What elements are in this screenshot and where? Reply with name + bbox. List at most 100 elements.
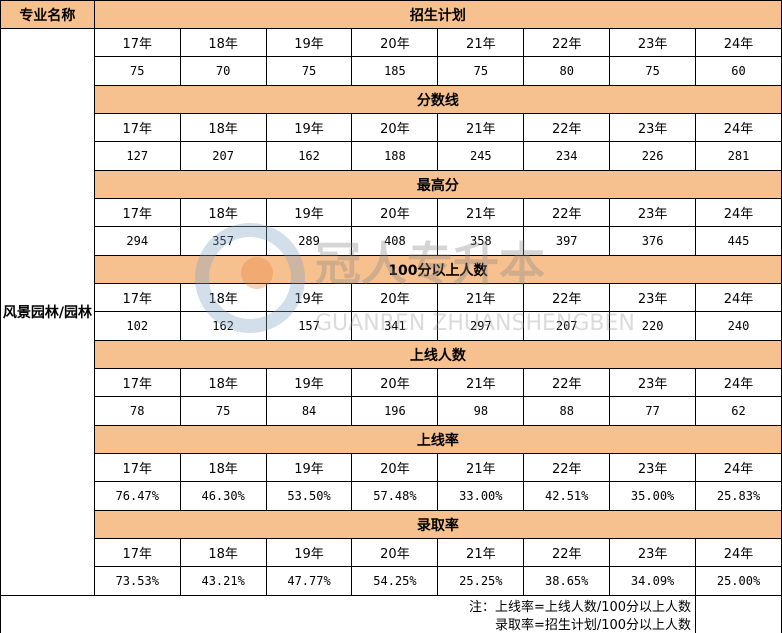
section-header-row: 100分以上人数 bbox=[1, 255, 782, 284]
section-title: 上线率 bbox=[93, 425, 782, 454]
year-cell: 20年 bbox=[351, 368, 439, 397]
value-cell: 62 bbox=[695, 396, 782, 426]
section-header-row: 上线人数 bbox=[1, 340, 782, 369]
year-cell: 19年 bbox=[265, 113, 353, 142]
year-row: 风景园林/园林 17年 18年 19年 20年 21年 22年 23年 24年 bbox=[0, 28, 782, 596]
value-cell: 289 bbox=[265, 226, 353, 256]
year-cell: 19年 bbox=[265, 198, 353, 227]
section-title: 100分以上人数 bbox=[93, 255, 782, 284]
year-cell: 20年 bbox=[351, 113, 439, 142]
year-cell: 17年 bbox=[93, 113, 181, 142]
year-row: 17年 18年 19年 20年 21年 22年 23年 24年 bbox=[1, 283, 782, 312]
year-cell: 17年 bbox=[93, 538, 181, 567]
year-cell: 23年 bbox=[609, 283, 697, 312]
year-cell: 24年 bbox=[695, 453, 782, 482]
value-cell: 84 bbox=[265, 396, 353, 426]
year-cell: 17年 bbox=[93, 198, 181, 227]
value-row: 294 357 289 408 358 397 376 445 bbox=[1, 226, 782, 256]
year-cell: 23年 bbox=[609, 28, 697, 57]
value-cell: 43.21% bbox=[179, 566, 267, 596]
section-header-row: 最高分 bbox=[1, 170, 782, 199]
value-cell: 80 bbox=[523, 56, 611, 86]
value-cell: 35.00% bbox=[609, 481, 697, 511]
value-cell: 53.50% bbox=[265, 481, 353, 511]
value-cell: 102 bbox=[93, 311, 181, 341]
value-row: 76.47% 46.30% 53.50% 57.48% 33.00% 42.51% 35.0… bbox=[1, 481, 782, 511]
year-cell: 22年 bbox=[523, 453, 611, 482]
year-cell: 21年 bbox=[437, 28, 525, 57]
year-cell: 21年 bbox=[437, 538, 525, 567]
value-row: 75 70 75 185 75 80 75 60 bbox=[1, 56, 782, 86]
year-cell: 18年 bbox=[179, 538, 267, 567]
value-cell: 408 bbox=[351, 226, 439, 256]
year-cell: 19年 bbox=[265, 28, 353, 57]
value-cell: 42.51% bbox=[523, 481, 611, 511]
value-cell: 188 bbox=[351, 141, 439, 171]
value-cell: 245 bbox=[437, 141, 525, 171]
value-cell: 25.00% bbox=[695, 566, 782, 596]
value-cell: 220 bbox=[609, 311, 697, 341]
year-cell: 23年 bbox=[609, 198, 697, 227]
empty-cell bbox=[695, 595, 782, 633]
value-cell: 207 bbox=[179, 141, 267, 171]
value-cell: 376 bbox=[609, 226, 697, 256]
year-cell: 23年 bbox=[609, 113, 697, 142]
value-cell: 207 bbox=[523, 311, 611, 341]
value-cell: 75 bbox=[609, 56, 697, 86]
year-cell: 20年 bbox=[351, 538, 439, 567]
value-cell: 357 bbox=[179, 226, 267, 256]
year-cell: 22年 bbox=[523, 368, 611, 397]
value-cell: 162 bbox=[179, 311, 267, 341]
section-title: 录取率 bbox=[93, 510, 782, 539]
value-cell: 57.48% bbox=[351, 481, 439, 511]
value-cell: 185 bbox=[351, 56, 439, 86]
section-header-row: 录取率 bbox=[1, 510, 782, 539]
year-cell: 18年 bbox=[179, 368, 267, 397]
year-cell: 17年 bbox=[93, 28, 181, 57]
value-cell: 157 bbox=[265, 311, 353, 341]
value-cell: 162 bbox=[265, 141, 353, 171]
value-row: 127 207 162 188 245 234 226 281 bbox=[1, 141, 782, 171]
section-header-row: 分数线 bbox=[1, 85, 782, 114]
note-line: 录取率=招生计划/100分以上人数 bbox=[494, 617, 692, 633]
value-cell: 54.25% bbox=[351, 566, 439, 596]
year-cell: 24年 bbox=[695, 28, 782, 57]
year-cell: 22年 bbox=[523, 198, 611, 227]
year-cell: 18年 bbox=[179, 28, 267, 57]
year-cell: 19年 bbox=[265, 283, 353, 312]
value-cell: 341 bbox=[351, 311, 439, 341]
year-cell: 21年 bbox=[437, 113, 525, 142]
major-name: 风景园林/园林 bbox=[0, 28, 95, 596]
value-cell: 127 bbox=[93, 141, 181, 171]
value-row: 102 162 157 341 297 207 220 240 bbox=[1, 311, 782, 341]
year-cell: 18年 bbox=[179, 283, 267, 312]
year-cell: 21年 bbox=[437, 368, 525, 397]
note-cell: 注：上线率=上线人数/100分以上人数录取率=招生计划/100分以上人数 bbox=[0, 595, 697, 633]
year-cell: 20年 bbox=[351, 453, 439, 482]
year-cell: 20年 bbox=[351, 283, 439, 312]
value-cell: 445 bbox=[695, 226, 782, 256]
value-cell: 76.47% bbox=[93, 481, 181, 511]
year-cell: 17年 bbox=[93, 283, 181, 312]
note-row: 注：上线率=上线人数/100分以上人数录取率=招生计划/100分以上人数 bbox=[0, 595, 782, 633]
value-cell: 240 bbox=[695, 311, 782, 341]
year-cell: 18年 bbox=[179, 113, 267, 142]
value-cell: 75 bbox=[179, 396, 267, 426]
year-cell: 20年 bbox=[351, 28, 439, 57]
value-cell: 75 bbox=[437, 56, 525, 86]
year-cell: 18年 bbox=[179, 453, 267, 482]
value-cell: 46.30% bbox=[179, 481, 267, 511]
note-line: 注：上线率=上线人数/100分以上人数 bbox=[468, 599, 692, 615]
year-cell: 21年 bbox=[437, 198, 525, 227]
value-cell: 281 bbox=[695, 141, 782, 171]
year-cell: 19年 bbox=[265, 453, 353, 482]
value-cell: 25.83% bbox=[695, 481, 782, 511]
value-row: 73.53% 43.21% 47.77% 54.25% 25.25% 38.65% 34.0… bbox=[1, 566, 782, 596]
value-cell: 77 bbox=[609, 396, 697, 426]
year-cell: 20年 bbox=[351, 198, 439, 227]
value-row: 78 75 84 196 98 88 77 62 bbox=[1, 396, 782, 426]
year-cell: 19年 bbox=[265, 538, 353, 567]
value-cell: 38.65% bbox=[523, 566, 611, 596]
